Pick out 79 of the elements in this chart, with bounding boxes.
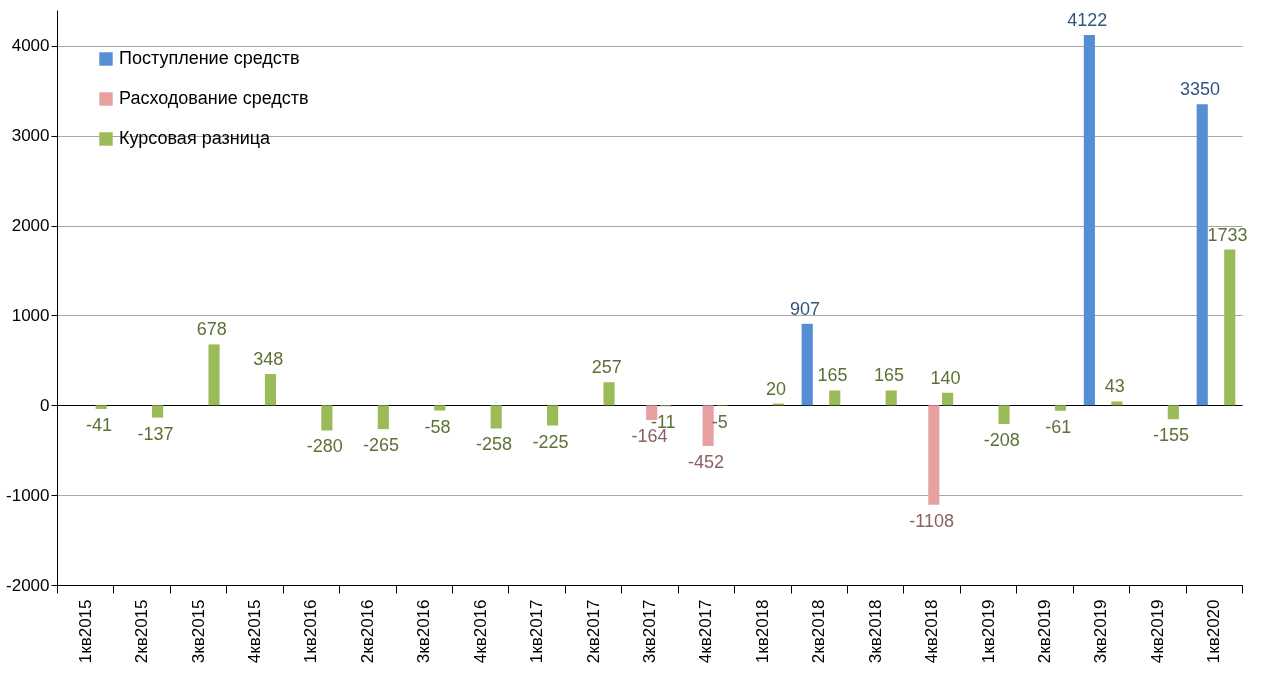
data-label: -5 (711, 411, 728, 432)
bar (1196, 104, 1208, 406)
data-label: 3350 (1180, 79, 1221, 100)
x-tick-label: 4кв2015 (245, 599, 264, 664)
bar (264, 374, 277, 406)
data-label: -41 (85, 415, 112, 435)
data-label: 165 (873, 365, 904, 386)
x-tick-label: 2кв2019 (1035, 599, 1054, 664)
y-tick-label: 0 (40, 395, 50, 415)
y-tick-label: 4000 (11, 36, 50, 56)
data-label: 43 (1104, 376, 1125, 397)
legend-label: Курсовая разница (119, 128, 271, 148)
y-tick-label: 2000 (11, 216, 50, 236)
x-tick-label: 2кв2015 (132, 599, 152, 664)
bar (928, 405, 940, 505)
bar (829, 390, 841, 406)
bar (434, 405, 446, 411)
y-tick-label: -1000 (6, 485, 50, 505)
y-tick-label: 1000 (11, 305, 50, 325)
bar (152, 405, 164, 418)
x-tick-label: 3кв2018 (865, 599, 885, 664)
bar (801, 323, 813, 406)
legend-label: Поступление средств (119, 48, 300, 68)
x-tick-label: 3кв2019 (1091, 599, 1111, 664)
bar (942, 392, 954, 406)
data-label: -155 (1153, 425, 1190, 446)
bar (885, 390, 897, 406)
data-label: -258 (475, 434, 512, 455)
x-tick-label: 1кв2019 (978, 599, 998, 664)
x-tick-label: 1кв2016 (301, 599, 321, 664)
bar (998, 405, 1010, 424)
x-tick-label: 3кв2017 (640, 599, 659, 664)
bar (208, 344, 220, 406)
y-tick-label: 3000 (11, 126, 50, 146)
x-tick-label: 1кв2018 (752, 599, 772, 664)
data-label: -1108 (909, 510, 954, 531)
bar (321, 405, 333, 431)
x-tick-label: 4кв2016 (470, 599, 490, 664)
data-label: 1733 (1207, 224, 1248, 245)
x-tick-label: 4кв2018 (922, 599, 942, 664)
x-tick-label: 3кв2015 (188, 599, 208, 664)
x-tick-label: 1кв2015 (75, 599, 95, 664)
data-label: -137 (137, 423, 174, 444)
data-label: 140 (930, 367, 961, 388)
x-tick-label: 2кв2016 (357, 599, 377, 664)
x-tick-label: 4кв2019 (1147, 599, 1167, 664)
data-label: 4122 (1067, 9, 1108, 30)
data-label: -225 (532, 431, 569, 452)
data-label: 165 (817, 365, 848, 386)
bar (1083, 34, 1095, 406)
legend-label: Расходование средств (119, 88, 309, 108)
bar (377, 405, 389, 430)
data-label: -58 (424, 416, 451, 437)
data-label: -280 (306, 436, 343, 457)
bar (1111, 401, 1123, 406)
data-label: -265 (363, 435, 400, 456)
y-tick-label: -2000 (6, 575, 50, 595)
data-label: -452 (687, 451, 724, 472)
x-tick-label: 3кв2016 (414, 599, 434, 664)
data-label: 20 (766, 378, 787, 399)
x-tick-label: 2кв2018 (809, 599, 829, 664)
data-label: 907 (790, 298, 821, 319)
data-label: 678 (196, 319, 227, 340)
x-tick-label: 1кв2020 (1204, 599, 1224, 664)
data-label: -61 (1045, 416, 1072, 437)
bar (95, 405, 107, 409)
x-tick-label: 2кв2017 (583, 599, 603, 664)
data-label: -208 (983, 430, 1020, 450)
bar (490, 405, 502, 429)
x-tick-label: 1кв2017 (527, 599, 547, 664)
data-label: 348 (253, 349, 284, 370)
bar (1054, 405, 1067, 411)
bar (547, 405, 559, 426)
data-label: 257 (591, 357, 622, 378)
bar (603, 382, 615, 406)
bar (702, 405, 714, 446)
x-tick-label: 4кв2017 (696, 599, 716, 664)
bar (1224, 249, 1236, 406)
bar (1167, 405, 1179, 420)
